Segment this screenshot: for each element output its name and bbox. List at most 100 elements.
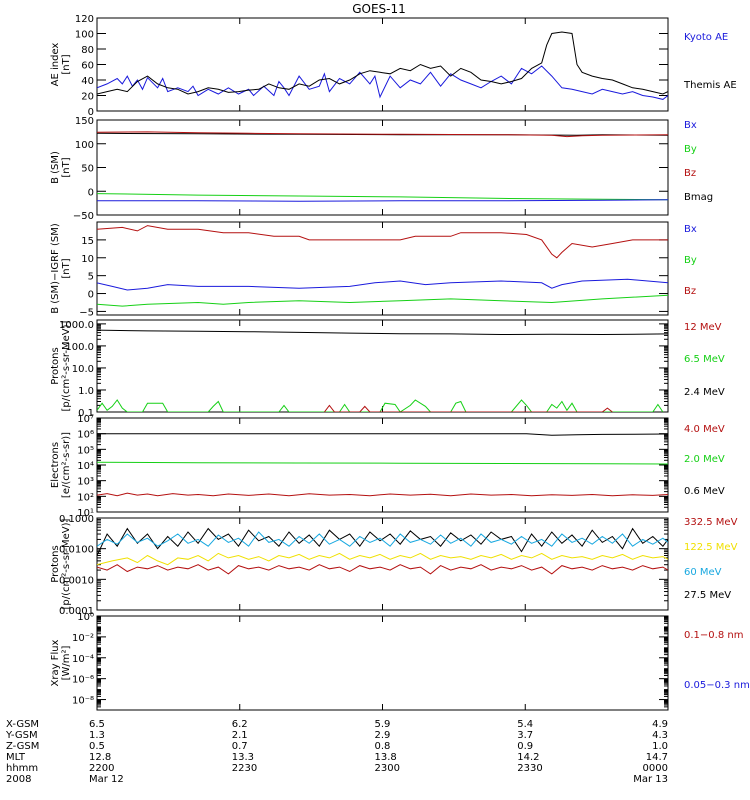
series-line-themis-ae	[97, 31, 668, 95]
x-row-value: 4.3	[652, 730, 668, 741]
y-tick-label: 100.0	[65, 342, 94, 353]
legend-label: 332.5 MeV	[684, 517, 738, 528]
panel-frame	[96, 417, 669, 513]
panel-xray: 10⁻⁸ 10⁻⁶ 10⁻⁴ 10⁻² 10⁰ Xray Flux [W/m²] 0.1−0.…	[50, 612, 750, 711]
y-axis-label: Electrons	[50, 442, 61, 488]
series-line-by	[97, 193, 668, 201]
x-row-label: hhmm	[6, 763, 38, 774]
y-tick-label: 10⁻⁴	[72, 654, 94, 665]
panel-frame	[96, 615, 669, 711]
legend-label: 122.5 MeV	[684, 542, 738, 553]
series-line-bz	[97, 131, 668, 138]
y-axis-label: [nT]	[61, 258, 72, 278]
y-axis-label: Protons	[50, 347, 61, 384]
panel-frame	[96, 517, 669, 611]
x-row-value: Mar 13	[633, 774, 668, 785]
y-tick-label: 0.1	[78, 408, 94, 419]
x-row-label: Z-GSM	[6, 741, 39, 752]
y-tick-label: 10²	[77, 492, 94, 503]
x-row-value: 0.5	[89, 741, 105, 752]
legend-label: 0.1−0.8 nm	[684, 630, 743, 641]
legend-label: 0.05−0.3 nm	[684, 680, 750, 691]
y-tick-label: 10³	[77, 477, 94, 488]
x-row-value: 0000	[643, 763, 668, 774]
y-tick-label: 10⁻²	[72, 633, 94, 644]
y-axis-label: Protons	[50, 545, 61, 582]
y-tick-label: −5	[79, 307, 94, 318]
y-axis-label: [W/m²]	[61, 645, 72, 680]
x-row-value: 13.8	[375, 752, 397, 763]
panel-ae: 0 20 40 60 80 100 120 AE index [nT] Kyoto AE Themi…	[50, 14, 737, 118]
y-tick-label: 1.0	[78, 386, 94, 397]
y-tick-label: 0	[88, 107, 94, 118]
legend-label: Bz	[684, 286, 696, 297]
y-axis-label: AE index	[50, 43, 61, 87]
x-row-value: 2.9	[375, 730, 391, 741]
y-axis-label: [p/(cm²-s-sr-MeV)]	[61, 320, 72, 411]
y-tick-label: 15	[81, 236, 94, 247]
y-axis-label: B (SM)−IGRF (SM)	[50, 223, 61, 314]
legend-label: 4.0 MeV	[684, 424, 725, 435]
series-line-2-4-mev	[97, 329, 668, 336]
panel-protons2: 0.0001 0.0010 0.0100 0.1000 Protons [p/(cm²-s…	[50, 514, 738, 617]
legend-label: 12 MeV	[684, 322, 722, 333]
y-tick-label: 0	[88, 290, 94, 301]
x-row-value: 14.7	[646, 752, 668, 763]
legend-label: Kyoto AE	[684, 32, 728, 43]
y-tick-label: 80	[81, 45, 94, 56]
y-axis-label: [p/(cm²-s-sr-MeV)]	[61, 518, 72, 609]
x-row-value: 3.7	[517, 730, 533, 741]
x-row-value: 5.9	[375, 719, 391, 730]
y-tick-label: 150	[75, 116, 94, 127]
series-line-4-0-mev	[97, 492, 668, 497]
legend-label: 2.0 MeV	[684, 454, 725, 465]
y-axis-label: [nT]	[61, 157, 72, 177]
y-tick-label: 0.0010	[59, 575, 94, 586]
y-axis-label: [nT]	[61, 54, 72, 74]
y-axis-label: B (SM)	[50, 151, 61, 184]
y-tick-label: 1000.0	[59, 320, 94, 331]
y-tick-label: 60	[81, 61, 94, 72]
x-row-value: 13.3	[232, 752, 254, 763]
series-line-122-5-mev	[97, 552, 668, 566]
x-row-label: X-GSM	[6, 719, 39, 730]
y-tick-label: 120	[75, 14, 94, 25]
x-row-value: 2.1	[232, 730, 248, 741]
series-line-332-5-mev	[97, 564, 668, 575]
y-tick-label: −50	[73, 211, 94, 222]
legend-label: Bmag	[684, 192, 713, 203]
y-tick-label: 0	[88, 187, 94, 198]
y-axis-label: Xray Flux	[50, 639, 61, 686]
panel-protons1: 0.1 1.0 10.0 100.0 1000.0 Protons [p/(cm²-s-sr…	[50, 319, 725, 419]
series-line-2-0-mev	[97, 461, 668, 465]
y-tick-label: 100	[75, 30, 94, 41]
legend-label: Themis AE	[683, 80, 737, 91]
y-tick-label: 10¹	[77, 508, 94, 519]
x-row-value: 2230	[232, 763, 257, 774]
y-tick-label: 10⁰	[77, 612, 94, 623]
y-tick-label: 5	[88, 272, 94, 283]
x-row-value: 12.8	[89, 752, 111, 763]
y-tick-label: 0.1000	[59, 514, 94, 525]
x-row-label: MLT	[6, 752, 26, 763]
legend-label: 0.6 MeV	[684, 486, 725, 497]
x-row-value: 4.9	[652, 719, 668, 730]
y-tick-label: 100	[75, 140, 94, 151]
x-row-value: 14.2	[517, 752, 539, 763]
x-axis-table: X-GSM 6.5 6.2 5.9 5.4 4.9 Y-GSM 1.3 2.1 2.9 3.7 4.3…	[5, 719, 668, 785]
x-row-value: 0.9	[517, 741, 533, 752]
y-tick-label: 0.0100	[59, 545, 94, 556]
x-row-value: 6.5	[89, 719, 105, 730]
legend-label: 2.4 MeV	[684, 387, 725, 398]
series-line-27-5-mev	[97, 527, 668, 556]
figure-title: GOES-11	[352, 2, 406, 16]
series-line-6-5-mev	[97, 399, 664, 412]
x-row-value: 0.8	[375, 741, 391, 752]
series-line-kyoto-ae	[97, 65, 668, 100]
legend-label: By	[684, 144, 697, 155]
y-tick-label: 0.0001	[59, 606, 94, 617]
series-line-bx	[97, 199, 668, 202]
legend-label: By	[684, 255, 697, 266]
x-row-value: 2300	[375, 763, 400, 774]
x-row-label: 2008	[6, 774, 31, 785]
